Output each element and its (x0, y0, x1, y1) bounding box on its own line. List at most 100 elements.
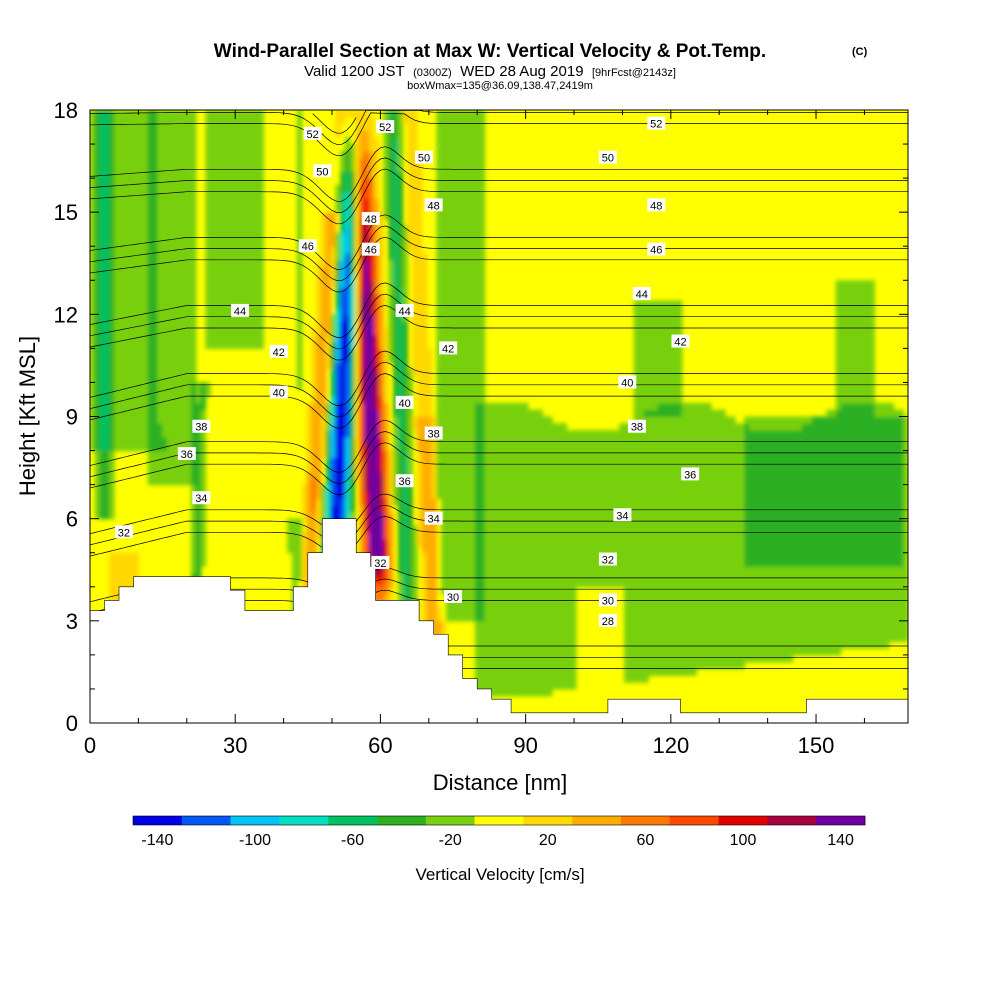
field-cell (147, 470, 154, 479)
field-cell (624, 443, 630, 452)
field-cell (840, 457, 847, 465)
field-cell (898, 566, 904, 574)
field-cell (571, 498, 577, 506)
field-cell (806, 552, 813, 561)
field-cell (855, 443, 861, 452)
field-cell (686, 648, 693, 656)
field-cell (778, 511, 784, 520)
field-cell (508, 477, 515, 486)
field-cell (869, 511, 875, 520)
field-cell (590, 491, 596, 499)
field-cell (340, 470, 346, 479)
field-cell (648, 457, 654, 465)
field-cell (503, 491, 510, 499)
field-cell (460, 525, 466, 533)
field-cell (662, 470, 669, 479)
field-cell (537, 443, 543, 452)
field-cell (729, 477, 736, 486)
field-cell (835, 402, 842, 411)
field-cell (349, 464, 356, 472)
field-cell (681, 443, 688, 452)
field-cell (388, 457, 394, 465)
field-cell (888, 579, 895, 588)
field-cell (138, 443, 144, 452)
field-cell (494, 443, 500, 452)
field-cell (806, 634, 813, 642)
field-cell (138, 416, 144, 424)
field-cell (551, 436, 558, 445)
field-cell (797, 648, 803, 656)
field-cell (667, 505, 673, 513)
field-cell (816, 423, 822, 431)
field-cell (758, 545, 765, 554)
field-cell (566, 532, 572, 540)
field-cell (648, 654, 654, 663)
field-cell (768, 579, 774, 588)
field-cell (94, 511, 101, 520)
field-cell (792, 464, 798, 472)
field-cell (778, 525, 784, 533)
field-cell (787, 505, 794, 513)
field-cell (701, 477, 707, 486)
field-cell (879, 532, 885, 540)
field-cell (835, 579, 842, 588)
field-cell (739, 641, 745, 649)
field-cell (787, 648, 794, 656)
field-cell (667, 430, 673, 438)
field-cell (195, 559, 202, 567)
field-cell (763, 477, 770, 486)
field-cell (436, 614, 442, 622)
field-cell (725, 593, 731, 601)
field-cell (888, 416, 895, 424)
field-cell (397, 593, 404, 601)
field-cell (893, 457, 899, 465)
field-cell (725, 545, 731, 554)
field-cell (869, 409, 875, 418)
field-cell (446, 436, 452, 445)
field-cell (749, 641, 755, 649)
field-cell (489, 511, 495, 520)
field-cell (191, 559, 197, 567)
field-cell (306, 498, 312, 506)
field-cell (604, 443, 611, 452)
field-cell (383, 464, 389, 472)
field-cell (585, 511, 592, 520)
field-cell (831, 525, 837, 533)
field-cell (672, 641, 678, 649)
field-cell (652, 518, 659, 527)
field-cell (566, 682, 572, 690)
field-cell (628, 620, 635, 629)
field-cell (489, 450, 495, 458)
field-cell (850, 614, 856, 622)
field-cell (739, 579, 745, 588)
field-cell (778, 491, 784, 499)
field-cell (373, 498, 380, 506)
field-cell (513, 682, 519, 690)
field-cell (470, 586, 476, 595)
field-cell (835, 648, 842, 656)
field-cell (638, 586, 644, 595)
field-cell (633, 539, 640, 547)
field-cell (879, 552, 885, 561)
field-cell (869, 505, 875, 513)
field-cell (513, 402, 519, 411)
field-cell (672, 416, 678, 424)
field-cell (806, 641, 813, 649)
field-cell (499, 457, 505, 465)
field-cell (681, 450, 688, 458)
field-cell (859, 470, 866, 479)
field-cell (729, 559, 736, 567)
field-cell (388, 566, 394, 574)
field-cell (566, 505, 572, 513)
field-cell (157, 450, 163, 458)
field-cell (494, 430, 500, 438)
field-cell (590, 484, 596, 493)
field-cell (677, 586, 683, 595)
field-cell (446, 443, 452, 452)
field-cell (874, 586, 880, 595)
field-cell (715, 525, 721, 533)
field-cell (672, 566, 678, 574)
field-cell (561, 668, 567, 676)
field-cell (503, 675, 510, 683)
field-cell (537, 409, 543, 418)
